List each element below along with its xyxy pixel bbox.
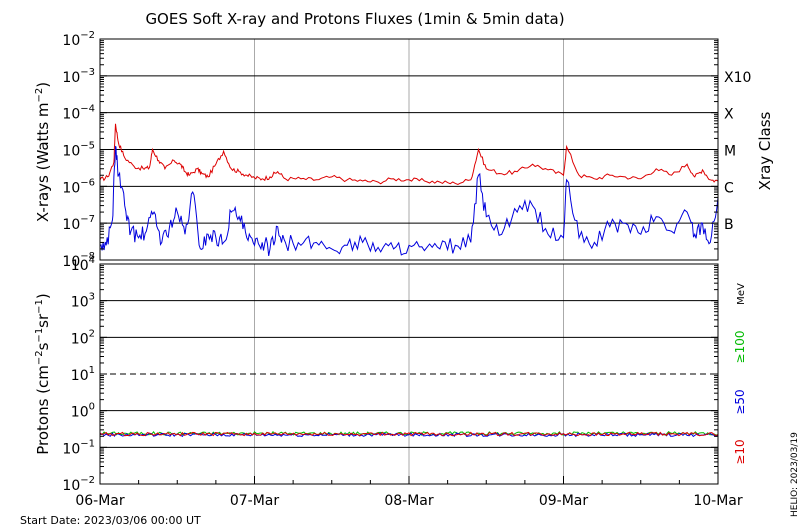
x-tick-label: 08-Mar: [384, 493, 434, 509]
xray-plot-area: [99, 123, 719, 256]
proton-plot-area: [99, 430, 719, 438]
proton-y-tick-label: 101: [71, 365, 95, 384]
proton-y-axis-label: Protons (cm−2s−1sr−1): [34, 293, 52, 455]
proton-y-tick-label: 100: [71, 402, 95, 421]
proton-series-red: [99, 431, 719, 437]
xray-y-tick-label: 10−5: [62, 141, 95, 160]
helio-stamp: HELIO: 2023/03/19: [790, 432, 800, 517]
proton-y-tick-label: 104: [71, 255, 95, 274]
xray-y-ticks: 10−2 10−3 10−4 10−5 10−6 10−7 10−8: [62, 30, 718, 270]
proton-legend-red: ≥10: [733, 439, 747, 464]
xray-series-red: [99, 123, 719, 186]
proton-y-ticks: 104 103 102 101 100 10−1 10−2: [62, 255, 718, 494]
xray-y-tick-label: 10−3: [62, 67, 95, 86]
start-date-label: Start Date: 2023/03/06 00:00 UT: [20, 514, 201, 527]
x-tick-label: 07-Mar: [230, 493, 280, 509]
proton-legend: MeV ≥100 ≥50 ≥10: [733, 283, 747, 465]
proton-y-tick-label: 102: [71, 328, 95, 347]
xray-class-label: C: [724, 180, 734, 196]
proton-grid: [100, 264, 718, 484]
proton-legend-blue: ≥50: [733, 389, 747, 414]
xray-y-tick-label: 10−8: [62, 251, 95, 270]
proton-panel: 104 103 102 101 100 10−1 10−2 Protons (cm−2s−1…: [34, 255, 747, 494]
xray-class-label: M: [724, 144, 736, 160]
xray-class-labels: X10 X M C B: [724, 70, 751, 233]
xray-class-label: B: [724, 217, 734, 233]
xray-class-label: X: [724, 107, 734, 123]
xray-class-label: X10: [724, 70, 751, 86]
xray-y-tick-label: 10−2: [62, 30, 95, 49]
xray-grid: [100, 39, 718, 260]
chart-title: GOES Soft X-ray and Protons Fluxes (1min…: [145, 10, 564, 28]
proton-legend-green: ≥100: [733, 331, 747, 364]
xray-y-tick-label: 10−4: [62, 104, 95, 123]
proton-unit-label: MeV: [736, 283, 747, 305]
xray-y-tick-label: 10−7: [62, 214, 95, 233]
xray-series-blue: [99, 145, 719, 256]
xray-class-axis-label: Xray Class: [756, 111, 774, 190]
proton-y-tick-label: 103: [71, 292, 95, 311]
xray-y-axis-label: X-rays (Watts m−2): [34, 82, 52, 222]
x-axis: 06-Mar 07-Mar 08-Mar 09-Mar 10-Mar: [75, 476, 743, 509]
proton-series-blue: [99, 432, 719, 438]
xray-y-tick-label: 10−6: [62, 177, 95, 196]
proton-y-tick-label: 10−1: [62, 438, 95, 457]
x-tick-label: 09-Mar: [539, 493, 589, 509]
proton-y-tick-label: 10−2: [62, 475, 95, 494]
xray-panel: 10−2 10−3 10−4 10−5 10−6 10−7 10−8 X10 X M C B X-r…: [34, 30, 774, 270]
x-tick-label: 10-Mar: [693, 493, 743, 509]
x-tick-label: 06-Mar: [75, 493, 125, 509]
